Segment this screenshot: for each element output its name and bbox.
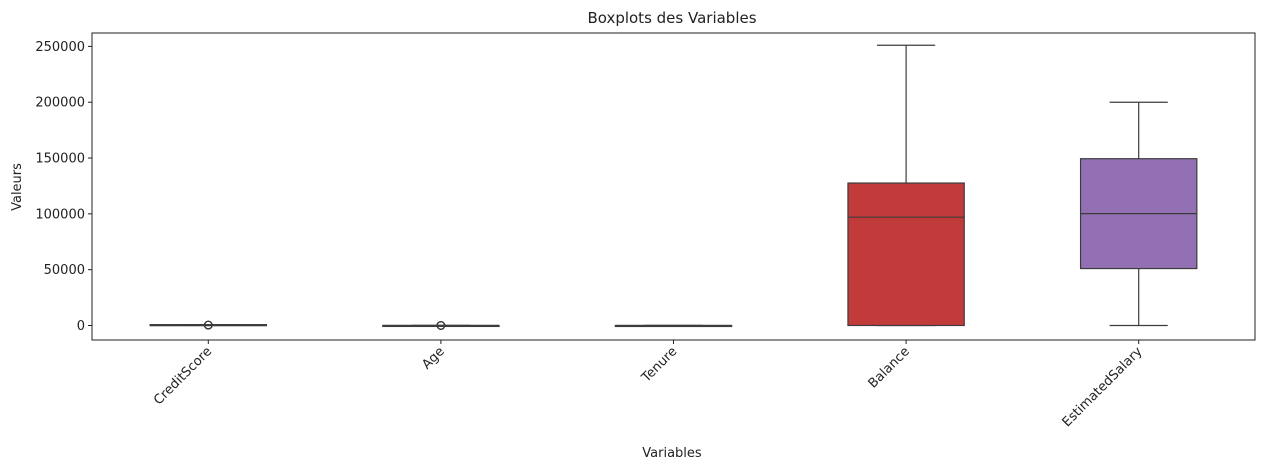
box-Age [382, 321, 500, 330]
outlier-point [204, 320, 213, 330]
x-tick-label: Balance [866, 344, 913, 391]
x-tick-label: EstimatedSalary [1060, 344, 1146, 430]
x-tick-label: Tenure [638, 344, 680, 386]
x-axis-title: Variables [642, 446, 702, 461]
y-tick-label: 100000 [35, 207, 85, 222]
x-tick-label: Age [419, 344, 447, 372]
plot-frame [91, 32, 1256, 341]
y-tick-label: 50000 [44, 263, 85, 278]
box-Balance [847, 44, 965, 327]
y-tick-label: 0 [77, 319, 85, 334]
y-tick-label: 200000 [35, 96, 85, 111]
box-body [847, 182, 965, 327]
outlier-point [436, 321, 446, 330]
x-tick-label: CreditScore [151, 344, 215, 408]
y-axis-title: Valeurs [10, 163, 25, 211]
y-tick-label: 250000 [35, 40, 85, 55]
box-Tenure [614, 324, 733, 328]
box-CreditScore [149, 320, 268, 330]
y-tick-label: 150000 [35, 152, 85, 167]
chart-title: Boxplots des Variables [587, 9, 756, 27]
box-EstimatedSalary [1079, 101, 1198, 327]
